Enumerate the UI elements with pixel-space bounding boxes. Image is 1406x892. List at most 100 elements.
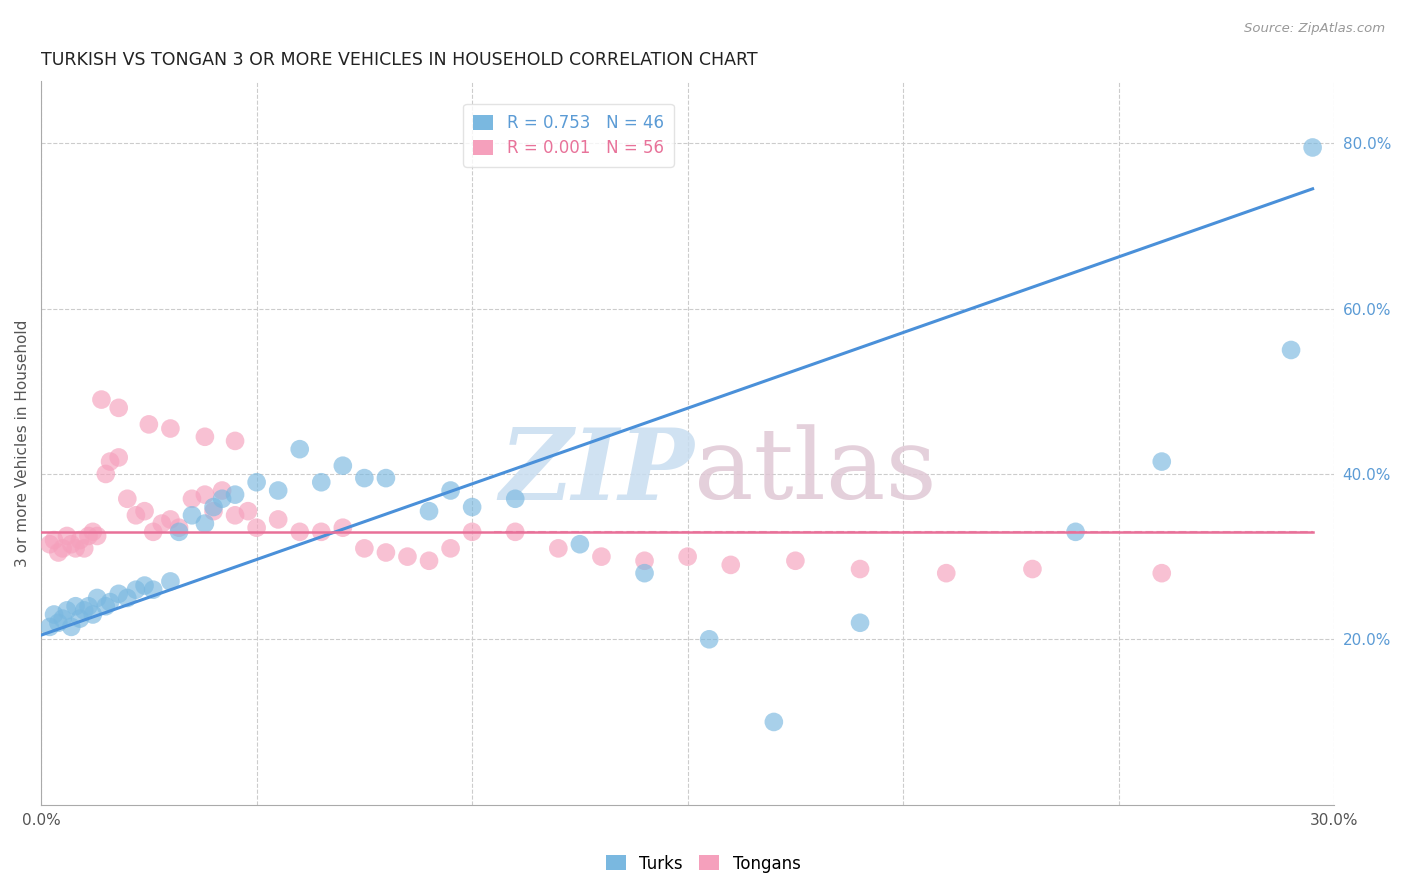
- Point: [77, 529, 100, 543]
- Point: [60, 620, 83, 634]
- Point: [374, 471, 396, 485]
- Text: atlas: atlas: [695, 424, 936, 520]
- Point: [202, 500, 225, 514]
- Point: [211, 483, 233, 498]
- Point: [633, 554, 655, 568]
- Point: [288, 442, 311, 457]
- Point: [65, 599, 87, 614]
- Point: [849, 562, 872, 576]
- Point: [38, 537, 60, 551]
- Point: [311, 524, 333, 539]
- Point: [697, 632, 720, 647]
- Point: [194, 516, 217, 531]
- Point: [1302, 140, 1324, 154]
- Point: [60, 537, 83, 551]
- Point: [181, 491, 204, 506]
- Point: [56, 603, 79, 617]
- Point: [82, 607, 104, 622]
- Text: ZIP: ZIP: [499, 424, 695, 520]
- Point: [503, 524, 526, 539]
- Point: [374, 545, 396, 559]
- Point: [1150, 566, 1173, 581]
- Point: [353, 471, 375, 485]
- Point: [159, 512, 181, 526]
- Point: [42, 533, 65, 547]
- Point: [1064, 524, 1087, 539]
- Point: [107, 401, 129, 415]
- Point: [181, 508, 204, 523]
- Point: [935, 566, 957, 581]
- Point: [117, 591, 139, 605]
- Point: [439, 541, 461, 556]
- Point: [94, 467, 117, 481]
- Point: [86, 529, 108, 543]
- Point: [73, 603, 96, 617]
- Point: [224, 434, 246, 448]
- Point: [48, 615, 70, 630]
- Point: [1021, 562, 1043, 576]
- Legend: Turks, Tongans: Turks, Tongans: [599, 848, 807, 880]
- Point: [418, 554, 440, 568]
- Point: [125, 508, 148, 523]
- Point: [167, 521, 190, 535]
- Point: [720, 558, 742, 572]
- Point: [633, 566, 655, 581]
- Point: [762, 714, 785, 729]
- Point: [246, 521, 269, 535]
- Point: [159, 574, 181, 589]
- Point: [332, 458, 354, 473]
- Point: [591, 549, 613, 564]
- Point: [246, 475, 269, 490]
- Point: [142, 524, 165, 539]
- Point: [69, 612, 91, 626]
- Point: [56, 529, 79, 543]
- Point: [1279, 343, 1302, 357]
- Point: [288, 524, 311, 539]
- Point: [311, 475, 333, 490]
- Point: [1150, 454, 1173, 468]
- Point: [125, 582, 148, 597]
- Point: [117, 491, 139, 506]
- Point: [849, 615, 872, 630]
- Point: [159, 421, 181, 435]
- Point: [785, 554, 807, 568]
- Point: [332, 521, 354, 535]
- Text: Source: ZipAtlas.com: Source: ZipAtlas.com: [1244, 22, 1385, 36]
- Legend: R = 0.753   N = 46, R = 0.001   N = 56: R = 0.753 N = 46, R = 0.001 N = 56: [463, 104, 673, 167]
- Point: [142, 582, 165, 597]
- Point: [52, 541, 75, 556]
- Point: [107, 450, 129, 465]
- Point: [267, 483, 290, 498]
- Point: [86, 591, 108, 605]
- Point: [98, 454, 121, 468]
- Point: [267, 512, 290, 526]
- Point: [42, 607, 65, 622]
- Point: [461, 500, 484, 514]
- Point: [134, 504, 156, 518]
- Point: [94, 599, 117, 614]
- Point: [48, 545, 70, 559]
- Point: [224, 488, 246, 502]
- Point: [461, 524, 484, 539]
- Point: [69, 533, 91, 547]
- Point: [503, 491, 526, 506]
- Point: [90, 392, 112, 407]
- Point: [167, 524, 190, 539]
- Point: [676, 549, 699, 564]
- Y-axis label: 3 or more Vehicles in Household: 3 or more Vehicles in Household: [15, 319, 30, 566]
- Point: [202, 504, 225, 518]
- Point: [353, 541, 375, 556]
- Point: [150, 516, 173, 531]
- Point: [65, 541, 87, 556]
- Text: TURKISH VS TONGAN 3 OR MORE VEHICLES IN HOUSEHOLD CORRELATION CHART: TURKISH VS TONGAN 3 OR MORE VEHICLES IN …: [41, 51, 758, 69]
- Point: [38, 620, 60, 634]
- Point: [73, 541, 96, 556]
- Point: [134, 578, 156, 592]
- Point: [547, 541, 569, 556]
- Point: [396, 549, 419, 564]
- Point: [138, 417, 160, 432]
- Point: [77, 599, 100, 614]
- Point: [107, 587, 129, 601]
- Point: [98, 595, 121, 609]
- Point: [439, 483, 461, 498]
